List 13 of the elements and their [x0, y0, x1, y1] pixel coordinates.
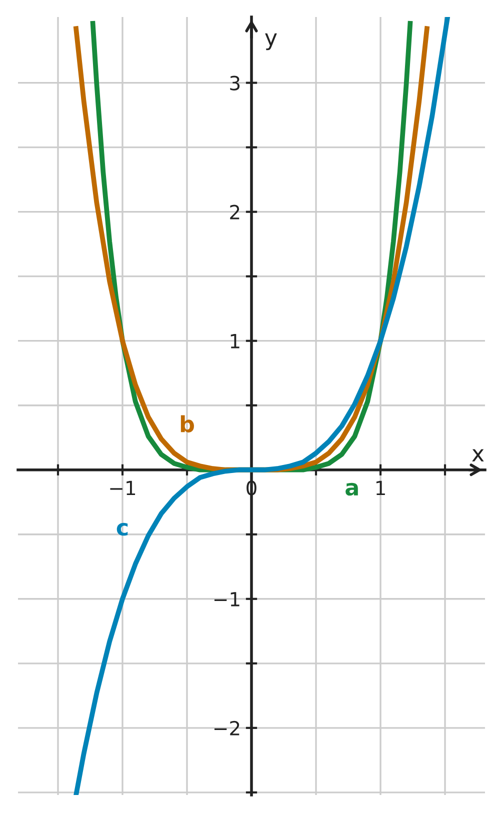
x-tick-label: 1 — [376, 480, 385, 496]
y-axis-title: y — [265, 33, 277, 50]
y-tick-label: 3 — [230, 76, 240, 90]
y-tick-label: −2 — [214, 720, 240, 736]
line-series — [74, 17, 450, 795]
series-label: a — [346, 482, 358, 496]
x-tick-label: −1 — [110, 480, 136, 496]
y-tick-label: −1 — [214, 592, 240, 606]
series-label: c — [116, 522, 128, 536]
y-tick-label: 1 — [230, 334, 240, 348]
series-label: b — [180, 415, 194, 432]
y-tick-label: 2 — [230, 204, 240, 220]
x-axis-title: x — [472, 449, 484, 462]
